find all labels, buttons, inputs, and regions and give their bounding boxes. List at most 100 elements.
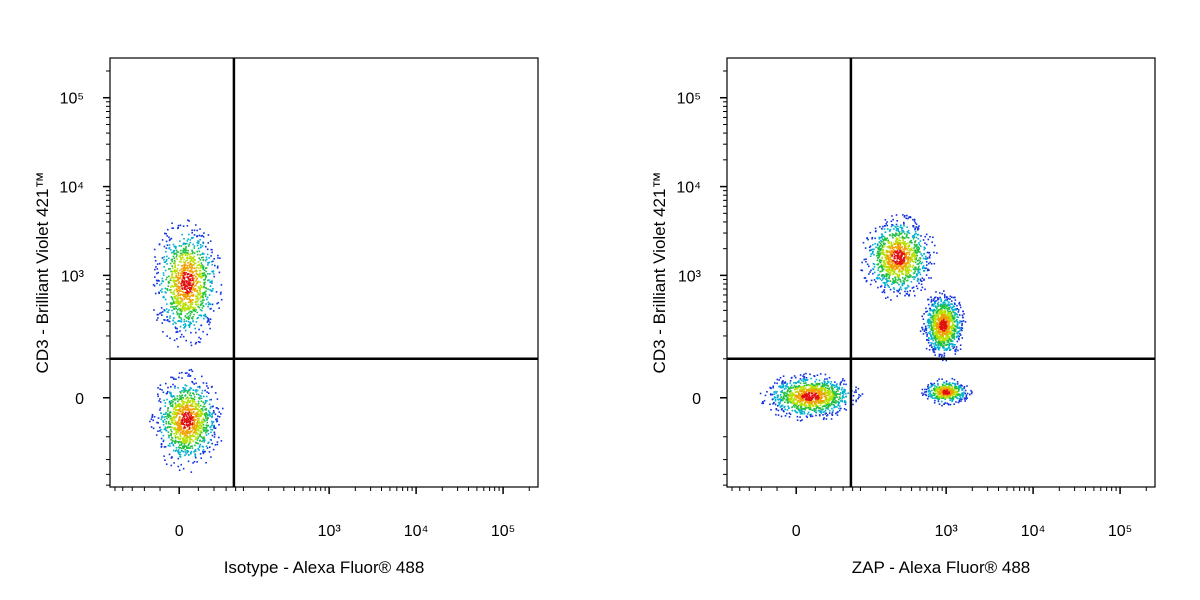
event-dot	[784, 385, 787, 387]
event-dot	[182, 438, 185, 441]
event-dot	[904, 215, 906, 217]
event-dot	[205, 412, 208, 414]
event-dot	[171, 376, 174, 379]
event-dot	[191, 301, 194, 304]
event-dot	[906, 275, 908, 278]
event-dot	[183, 429, 185, 431]
event-dot	[200, 400, 203, 402]
event-dot	[883, 274, 885, 276]
event-dot	[186, 431, 188, 433]
event-dot	[883, 238, 885, 241]
event-dot	[214, 433, 216, 436]
event-dot	[952, 324, 955, 326]
event-dot	[809, 373, 811, 376]
event-dot	[188, 388, 190, 391]
event-dot	[838, 393, 841, 395]
event-dot	[823, 393, 825, 395]
event-dot	[826, 394, 828, 397]
event-dot	[188, 410, 190, 412]
event-dot	[206, 317, 209, 319]
event-dot	[199, 267, 202, 269]
event-dot	[918, 225, 920, 227]
event-dot	[847, 392, 849, 394]
event-dot	[919, 279, 922, 282]
event-dot	[183, 242, 185, 244]
event-dot	[884, 243, 886, 245]
event-dot	[184, 294, 186, 296]
event-dot	[878, 254, 880, 256]
event-dot	[217, 301, 220, 304]
event-dot	[871, 236, 874, 239]
event-dot	[171, 260, 173, 263]
event-dot	[791, 406, 793, 409]
event-dot	[179, 297, 182, 300]
event-dot	[157, 314, 159, 316]
event-dot	[202, 439, 205, 441]
event-dot	[883, 236, 886, 239]
event-dot	[176, 430, 179, 432]
event-dot	[823, 402, 825, 404]
event-dot	[821, 405, 824, 408]
event-dot	[818, 393, 821, 396]
event-dot	[172, 251, 175, 253]
event-dot	[159, 388, 161, 390]
event-dot	[201, 272, 203, 275]
event-dot	[880, 259, 882, 262]
event-dot	[922, 264, 925, 267]
event-dot	[857, 397, 859, 400]
event-dot	[186, 290, 189, 293]
event-dot	[921, 277, 924, 279]
event-dot	[198, 287, 200, 289]
event-dot	[880, 243, 883, 246]
event-dot	[900, 263, 903, 265]
event-dot	[893, 246, 896, 249]
event-dot	[181, 233, 183, 236]
event-dot	[904, 254, 907, 257]
event-dot	[175, 246, 177, 248]
event-dot	[911, 266, 914, 268]
event-dot	[933, 298, 935, 300]
event-dot	[816, 382, 818, 385]
event-dot	[182, 275, 185, 278]
event-dot	[165, 260, 168, 262]
event-dot	[158, 292, 160, 294]
event-dot	[201, 424, 203, 427]
event-dot	[195, 272, 198, 275]
event-dot	[931, 316, 934, 318]
event-dot	[814, 390, 816, 393]
event-dot	[913, 256, 916, 258]
event-dot	[927, 321, 930, 323]
event-dot	[880, 264, 883, 266]
event-dot	[805, 382, 807, 384]
event-dot	[177, 287, 180, 290]
event-dot	[933, 262, 936, 265]
y-tick-label: 0	[75, 391, 84, 408]
event-dot	[825, 418, 828, 420]
event-dot	[823, 392, 826, 394]
event-dot	[189, 432, 191, 435]
event-dot	[183, 298, 186, 300]
event-dot	[179, 435, 182, 437]
event-dot	[189, 296, 191, 298]
event-dot	[185, 317, 188, 319]
event-dot	[800, 400, 802, 402]
event-dot	[177, 452, 180, 454]
event-dot	[950, 300, 953, 302]
event-dot	[805, 398, 807, 400]
event-dot	[897, 274, 899, 277]
event-dot	[897, 228, 899, 230]
event-dot	[163, 319, 165, 321]
event-dot	[179, 302, 182, 304]
event-dot	[891, 264, 894, 266]
event-dot	[173, 419, 176, 422]
event-dot	[173, 296, 175, 298]
event-dot	[885, 223, 887, 225]
event-dot	[194, 290, 196, 292]
event-dot	[168, 236, 170, 239]
event-dot	[874, 271, 876, 274]
event-dot	[890, 241, 893, 244]
event-dot	[179, 437, 182, 439]
event-dot	[901, 260, 903, 263]
event-dot	[205, 426, 208, 429]
event-dot	[192, 293, 195, 296]
